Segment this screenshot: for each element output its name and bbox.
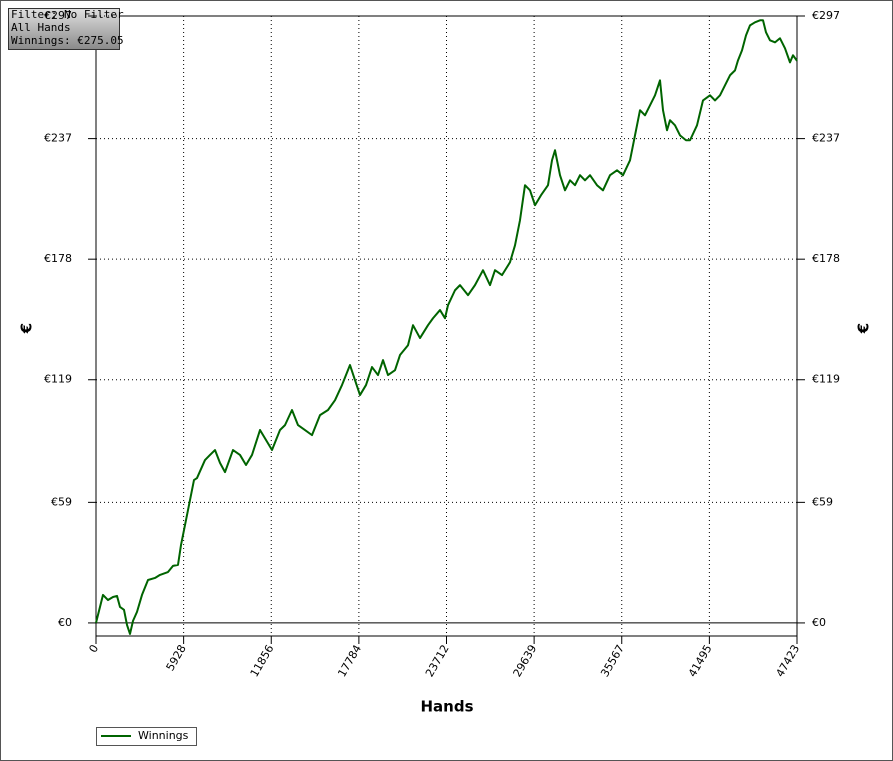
y-tick-label: €59 — [51, 495, 72, 508]
y-axis-label: € — [18, 323, 36, 334]
y2-tick-label: €237 — [812, 132, 840, 145]
info-background — [8, 8, 120, 50]
legend — [96, 727, 197, 746]
y2-tick-label: €178 — [812, 252, 840, 265]
y2-axis-label: € — [855, 323, 873, 334]
y-tick-label: €237 — [44, 132, 72, 145]
x-axis-label: Hands — [420, 698, 473, 716]
legend-label: Winnings — [138, 729, 189, 742]
info-line: Filter: No Filter — [11, 8, 124, 21]
info-box: Filter: No Filter All Hands Winnings: €2… — [8, 8, 124, 50]
y2-tick-label: €119 — [812, 373, 840, 386]
y-tick-label: €0 — [58, 616, 72, 629]
series-line — [95, 19, 798, 635]
y2-tick-label: €59 — [812, 495, 833, 508]
y2-tick-label: €0 — [812, 616, 826, 629]
y-tick-label: €119 — [44, 373, 72, 386]
y-tick-label: €178 — [44, 252, 72, 265]
y-tick-label: €297 — [44, 9, 72, 22]
info-line: All Hands — [11, 21, 71, 34]
info-line: Winnings: €275.05 — [11, 34, 124, 47]
y2-tick-label: €297 — [812, 9, 840, 22]
